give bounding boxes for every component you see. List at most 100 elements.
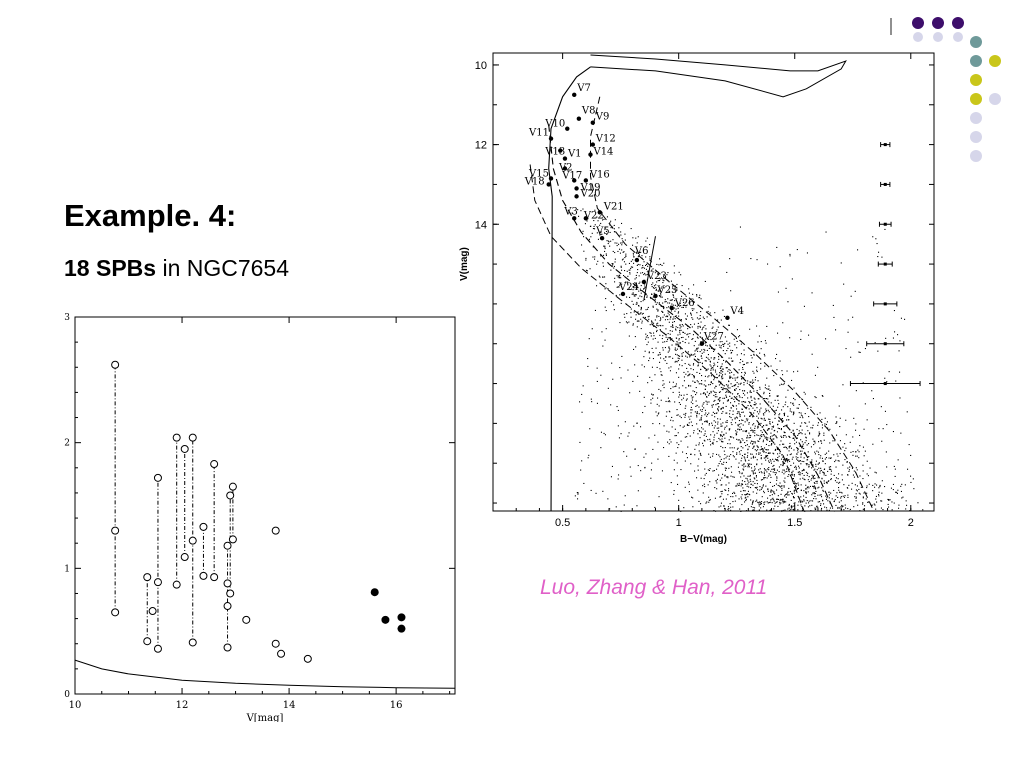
field-star (863, 492, 865, 494)
field-star (777, 332, 779, 334)
field-star (607, 243, 609, 245)
field-star (862, 464, 864, 466)
field-star (692, 390, 694, 392)
field-star (818, 454, 820, 456)
field-star (641, 320, 643, 322)
field-star (705, 356, 707, 358)
field-star (662, 349, 664, 351)
field-star (639, 313, 641, 315)
open-point (303, 654, 312, 663)
field-star (804, 505, 806, 507)
field-star (781, 418, 783, 420)
accent-dot (970, 93, 982, 105)
field-star (703, 402, 705, 404)
field-star (702, 340, 704, 342)
field-star (678, 376, 680, 378)
field-star (704, 409, 706, 411)
field-star (590, 489, 592, 491)
field-star (638, 254, 640, 256)
field-star (859, 434, 861, 436)
field-star (670, 441, 672, 443)
field-star (620, 266, 622, 268)
field-star (617, 276, 619, 278)
field-star (719, 400, 721, 402)
field-star (792, 430, 794, 432)
field-star (709, 344, 711, 346)
field-star (725, 457, 727, 459)
field-star (623, 251, 625, 253)
field-star (684, 363, 686, 365)
field-star (780, 435, 782, 437)
field-star (777, 484, 779, 486)
field-star (744, 415, 746, 417)
field-star (779, 360, 781, 362)
field-star (721, 341, 723, 343)
field-star (754, 404, 756, 406)
field-star (859, 493, 861, 495)
field-star (797, 495, 799, 497)
field-star (823, 439, 825, 441)
field-star (701, 423, 703, 425)
field-star (760, 446, 762, 448)
field-star (801, 509, 803, 511)
field-star (892, 337, 894, 339)
field-star (688, 424, 690, 426)
field-star (582, 385, 584, 387)
field-star (711, 443, 713, 445)
field-star (740, 460, 742, 462)
field-star (731, 360, 733, 362)
field-star (655, 347, 657, 349)
field-star (753, 404, 755, 406)
field-star (736, 347, 738, 349)
field-star (720, 458, 722, 460)
field-star (738, 451, 740, 453)
field-star (753, 354, 755, 356)
field-star (668, 443, 670, 445)
field-star (848, 510, 850, 512)
variable-star (574, 194, 579, 199)
field-star (659, 423, 661, 425)
field-star (612, 378, 614, 380)
field-star (908, 444, 910, 446)
field-star (614, 219, 616, 221)
field-star (757, 434, 759, 436)
variable-star (599, 235, 605, 241)
field-star (664, 319, 666, 321)
field-star (782, 461, 784, 463)
field-star (614, 277, 616, 279)
field-star (823, 472, 825, 474)
field-star (811, 467, 813, 469)
field-star (771, 468, 773, 470)
field-star (744, 481, 746, 483)
x-tick-label: 16 (390, 700, 403, 711)
field-star (866, 487, 868, 489)
field-star (599, 276, 601, 278)
field-star (709, 456, 711, 458)
field-star (727, 370, 729, 372)
field-star (783, 413, 785, 415)
field-star (726, 420, 728, 422)
field-star (747, 418, 749, 420)
field-star (618, 275, 620, 277)
field-star (738, 420, 740, 422)
field-star (717, 465, 719, 467)
field-star (634, 282, 636, 284)
field-star (767, 398, 769, 400)
field-star (771, 443, 773, 445)
open-point (111, 608, 120, 617)
field-star (898, 350, 900, 352)
field-star (627, 275, 629, 277)
field-star (708, 401, 710, 403)
field-star (750, 395, 752, 397)
field-star (731, 436, 733, 438)
field-star (802, 477, 804, 479)
field-star (619, 284, 621, 286)
field-star (656, 331, 658, 333)
field-star (862, 478, 864, 480)
field-star (663, 447, 665, 449)
field-star (801, 398, 803, 400)
field-star (720, 370, 722, 372)
field-star (644, 316, 646, 318)
field-star (607, 240, 609, 242)
field-star (764, 474, 766, 476)
